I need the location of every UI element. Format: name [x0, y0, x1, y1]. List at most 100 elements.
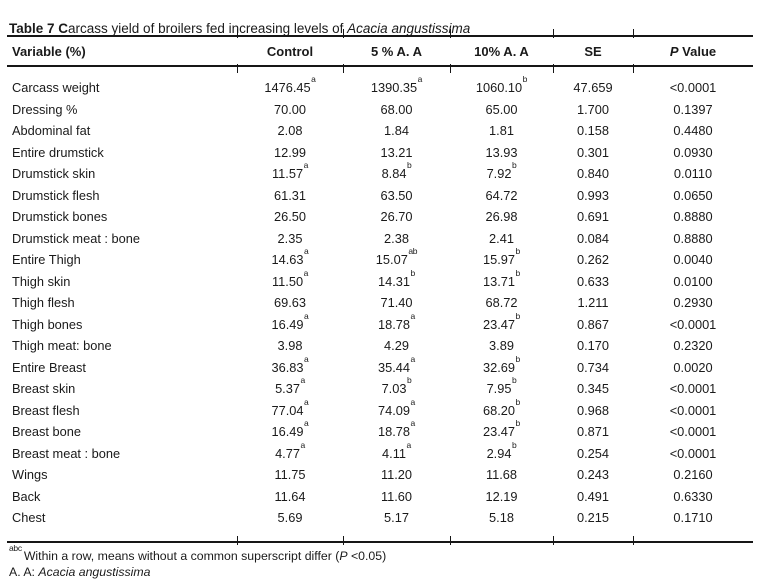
value-p: <0.0001 — [669, 80, 717, 96]
value-control: 69.63 — [273, 295, 307, 311]
row-variable: Breast flesh — [12, 402, 80, 418]
value-se: 0.301 — [576, 144, 610, 160]
value-10pct: 13.93 — [485, 144, 518, 160]
table-row: Entire drumstick 12.99 13.21 13.93 0.301 0.09… — [7, 142, 753, 164]
value-p: 0.4480 — [673, 123, 713, 139]
value-10pct: 64.72 — [485, 187, 518, 203]
value-10pct: 11.68 — [485, 467, 518, 483]
value-10pct: 26.98 — [485, 209, 518, 225]
value-10pct: 2.41 — [489, 230, 514, 246]
row-variable: Drumstick meat : bone — [12, 230, 141, 246]
value-p: 0.1710 — [673, 510, 713, 526]
value-5pct: 74.09a — [378, 396, 415, 418]
row-variable: Wings — [12, 467, 48, 483]
superscript-letter: a — [406, 439, 412, 450]
column-tick-mark — [343, 64, 345, 73]
value-control: 26.50 — [273, 209, 307, 225]
row-variable: Drumstick bones — [12, 209, 108, 225]
value-control: 16.49a — [271, 310, 309, 332]
table-row: Drumstick meat : bone 2.35 2.38 2.41 0.084 0.… — [7, 228, 753, 250]
row-variable: Breast skin — [12, 381, 76, 397]
value-se: 0.084 — [576, 230, 610, 246]
superscript-letter: a — [300, 375, 305, 386]
value-5pct: 8.84b — [381, 160, 412, 182]
column-tick-mark — [633, 29, 635, 38]
superscript-letter: a — [410, 310, 416, 321]
header-10pct: 10% A. A — [474, 43, 529, 59]
table-header-rule — [7, 64, 753, 73]
value-5pct: 63.50 — [380, 187, 413, 203]
value-5pct: 2.38 — [384, 230, 409, 246]
value-control: 2.08 — [277, 123, 303, 139]
superscript-letter: b — [406, 375, 412, 386]
value-10pct: 65.00 — [485, 101, 518, 117]
value-control: 11.57a — [271, 160, 308, 182]
value-5pct: 18.78a — [378, 310, 415, 332]
column-tick-mark — [237, 64, 239, 73]
table-row: Abdominal fat 2.08 1.84 1.81 0.158 0.4480 — [7, 120, 753, 142]
row-variable: Carcass weight — [12, 80, 100, 96]
superscript-letter: a — [311, 74, 316, 85]
value-control: 1476.45a — [264, 74, 316, 96]
row-variable: Thigh skin — [12, 273, 71, 289]
value-5pct: 14.31b — [378, 267, 415, 289]
table-row: Thigh skin 11.50a 14.31b 13.71b 0.633 0.0100 — [7, 267, 753, 293]
column-tick-mark — [450, 535, 452, 545]
value-se: 0.158 — [576, 123, 610, 139]
superscript-letter: ab — [408, 246, 418, 257]
table-row: Carcass weight 1476.45a 1390.35a 1060.10b 47… — [7, 74, 753, 99]
carcass-yield-table: Variable (%) Control 5 % A. A 10% A. A S… — [7, 29, 753, 545]
value-control: 5.69 — [277, 510, 303, 526]
table-header-row: Variable (%) Control 5 % A. A 10% A. A S… — [7, 37, 753, 65]
column-tick-mark — [553, 64, 555, 73]
value-5pct: 1390.35a — [370, 74, 423, 96]
value-5pct: 4.29 — [384, 338, 409, 354]
row-variable: Breast bone — [12, 424, 82, 440]
value-se: 1.211 — [577, 295, 609, 311]
footnote-species-italic: Acacia angustissima — [38, 565, 151, 579]
row-variable: Chest — [12, 510, 46, 526]
value-p: 0.6330 — [673, 488, 713, 504]
row-variable: Thigh bones — [12, 316, 83, 332]
value-5pct: 71.40 — [380, 295, 413, 311]
header-control: Control — [266, 43, 314, 59]
footnote-significance: abcWithin a row, means without a common … — [9, 544, 386, 564]
value-5pct: 5.17 — [384, 510, 409, 526]
table-row: Entire Breast 36.83a 35.44a 32.69b 0.734 0.00… — [7, 353, 753, 379]
table-row: Breast meat : bone 4.77a 4.11a 2.94b 0.254 <0… — [7, 439, 753, 465]
value-5pct: 35.44a — [378, 353, 415, 375]
value-control: 2.35 — [277, 230, 303, 246]
table-row: Drumstick flesh 61.31 63.50 64.72 0.993 0.065… — [7, 185, 753, 207]
value-5pct: 13.21 — [380, 144, 413, 160]
superscript-letter: b — [511, 439, 517, 450]
table-row: Breast bone 16.49a 18.78a 23.47b 0.871 <0.000… — [7, 418, 753, 443]
value-5pct: 11.60 — [380, 488, 413, 504]
table-row: Wings 11.75 11.20 11.68 0.243 0.2160 — [7, 464, 753, 486]
value-control: 16.49a — [271, 418, 309, 440]
value-se: 0.734 — [576, 359, 610, 375]
value-10pct: 1.81 — [489, 123, 514, 139]
row-variable: Back — [12, 488, 41, 504]
value-se: 0.871 — [576, 424, 610, 440]
value-p: <0.0001 — [669, 445, 717, 461]
table-row: Breast skin 5.37a 7.03b 7.95b 0.345 <0.0001 — [7, 375, 753, 400]
table-row: Dressing % 70.00 68.00 65.00 1.700 0.1397 — [7, 99, 753, 121]
superscript-letter: a — [304, 310, 309, 321]
column-tick-mark — [553, 29, 555, 38]
superscript-letter: b — [511, 160, 517, 171]
value-10pct: 68.72 — [485, 295, 518, 311]
value-p: 0.0100 — [673, 273, 713, 289]
value-10pct: 23.47b — [483, 310, 520, 332]
value-5pct: 68.00 — [380, 101, 413, 117]
header-se: SE — [584, 43, 602, 59]
column-tick-mark — [450, 64, 452, 73]
value-control: 4.77a — [275, 439, 305, 461]
value-se: 0.243 — [576, 467, 610, 483]
footnote-significance-text: Within a row, means without a common sup… — [23, 549, 340, 563]
value-se: 0.840 — [576, 166, 610, 182]
superscript-letter: a — [303, 160, 309, 171]
column-tick-mark — [633, 64, 635, 73]
row-variable: Entire drumstick — [12, 144, 104, 160]
caption-bold-label: Table 7 C — [9, 20, 69, 36]
table-bottom-rule — [7, 535, 753, 545]
